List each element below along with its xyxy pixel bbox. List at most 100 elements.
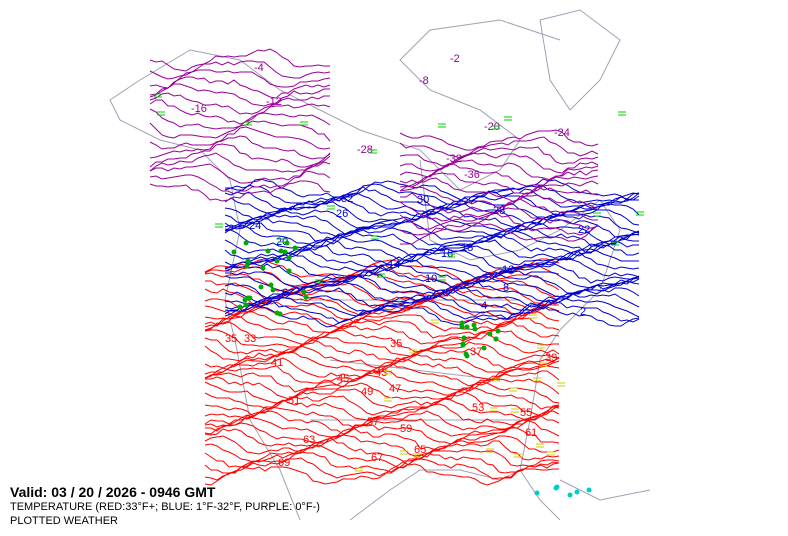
rain-symbol	[243, 240, 249, 246]
warm-contour-label: 39	[545, 352, 557, 364]
frigid-isotherm	[149, 92, 330, 115]
snow-symbol	[278, 238, 286, 243]
warm-isotherm	[204, 434, 560, 458]
frigid-isotherm	[149, 60, 331, 80]
cold-isotherm	[224, 205, 640, 231]
warm-isotherm	[204, 427, 560, 451]
coastline	[559, 479, 651, 501]
layer-label: PLOTTED WEATHER	[10, 515, 118, 527]
rain-symbol	[243, 302, 249, 308]
cold-isotherm	[224, 215, 640, 239]
frigid-isotherm	[149, 152, 331, 173]
frigid-isotherm	[149, 161, 331, 184]
frigid-contour-label: -4	[254, 62, 264, 74]
rain-symbol	[493, 336, 499, 342]
rain-symbol	[286, 255, 292, 261]
warm-isotherm	[204, 282, 560, 307]
cold-contour-label: 28	[493, 205, 505, 217]
cold-isotherm	[224, 238, 639, 263]
snow-symbol	[244, 121, 252, 126]
rain-symbol	[278, 248, 284, 254]
snow-symbol	[315, 279, 323, 284]
frigid-isotherm	[399, 198, 598, 222]
warm-contour-label: 33	[244, 333, 256, 345]
fog-symbol	[511, 408, 519, 413]
rain-symbol	[260, 265, 266, 271]
valid-time: Valid: 03 / 20 / 2026 - 0946 GMT	[10, 484, 216, 500]
frigid-isotherm	[149, 76, 331, 99]
cold-contour-label: 30	[417, 194, 429, 206]
warm-isotherm	[205, 374, 560, 400]
warm-isotherm	[204, 444, 560, 469]
rain-symbol	[461, 335, 467, 341]
warm-contour-label: 65	[414, 444, 426, 456]
fog-symbol	[509, 387, 517, 392]
fog-symbol	[486, 448, 494, 453]
frigid-isotherm	[399, 172, 599, 195]
coastline	[224, 179, 301, 521]
cold-isotherm	[224, 256, 640, 283]
frigid-contour-label: -16	[191, 103, 207, 115]
fog-symbol	[547, 451, 555, 456]
fog-symbol	[514, 453, 522, 458]
rain-symbol	[274, 310, 280, 316]
frigid-isotherm	[400, 192, 599, 214]
frigid-isotherm	[149, 126, 331, 150]
snow-symbol	[327, 205, 335, 210]
warm-isotherm	[204, 345, 560, 370]
fog-symbol	[384, 397, 392, 402]
fog-symbol	[539, 362, 547, 367]
warm-contour-label: 45	[337, 373, 349, 385]
rain-symbol	[303, 294, 309, 300]
warm-contour-label: 67	[371, 452, 383, 464]
warm-isotherm	[204, 369, 560, 393]
cold-contour-label: 4	[481, 300, 487, 312]
warm-contour-label: 53	[472, 402, 484, 414]
fog-symbol	[413, 453, 421, 458]
rain-symbol	[245, 258, 251, 264]
coastline	[519, 469, 561, 521]
frigid-contour-label: -36	[464, 169, 480, 181]
frigid-isotherm	[149, 180, 331, 202]
frigid-isotherm	[399, 146, 599, 167]
frigid-isotherm	[399, 177, 599, 203]
cold-isotherm	[224, 302, 640, 328]
warm-isotherm	[204, 410, 560, 435]
rain-symbol	[282, 249, 288, 255]
freezing-rain-symbol	[574, 489, 580, 495]
cold-contour-label: 26	[336, 208, 348, 220]
frigid-isotherm	[149, 69, 331, 89]
snow-symbol	[369, 149, 377, 154]
rain-symbol	[471, 322, 477, 328]
cold-isotherm	[225, 264, 640, 291]
fog-symbol	[492, 377, 500, 382]
rain-symbol	[495, 328, 501, 334]
warm-contour-label: 35	[390, 338, 402, 350]
cold-isotherm	[224, 299, 640, 324]
rain-symbol	[459, 320, 465, 326]
cold-isotherm	[224, 251, 640, 276]
rain-symbol	[231, 249, 237, 255]
rain-symbol	[274, 258, 280, 264]
rain-symbol	[247, 295, 253, 301]
frigid-isotherm	[399, 163, 599, 187]
cold-isotherm	[224, 275, 640, 300]
snow-symbol	[154, 93, 162, 98]
frigid-contour-label: -20	[484, 121, 500, 133]
snow-symbol	[438, 276, 446, 281]
rain-symbol	[464, 353, 470, 359]
warm-isotherm	[204, 398, 560, 421]
snow-symbol	[611, 241, 619, 246]
warm-contour-label: 59	[400, 423, 412, 435]
snow-symbol	[636, 211, 644, 216]
warm-isotherm	[204, 391, 560, 417]
coastline	[539, 9, 621, 111]
warm-isotherm	[204, 339, 560, 363]
warm-isotherm	[204, 361, 560, 387]
warm-isotherm	[204, 315, 560, 340]
frigid-isotherm	[149, 99, 331, 125]
freezing-rain-symbol	[586, 487, 592, 493]
fog-symbol	[384, 370, 392, 375]
cold-contour-label: 10	[425, 273, 437, 285]
